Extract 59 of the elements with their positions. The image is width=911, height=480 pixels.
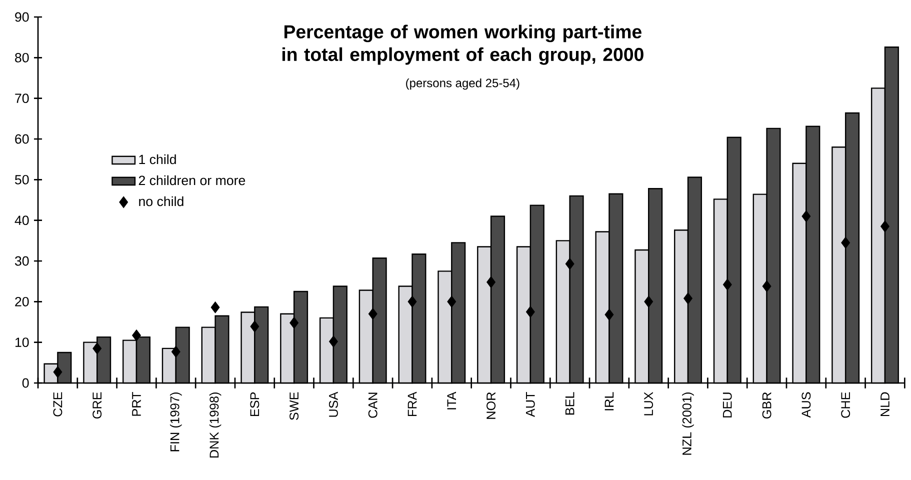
y-tick-label: 40 <box>14 216 29 226</box>
point <box>250 320 260 332</box>
x-tick-label: CAN <box>368 392 378 418</box>
x-tick-label: DNK (1998) <box>209 392 222 458</box>
x-tick-label: PRT <box>132 392 141 416</box>
point <box>526 306 535 318</box>
x-tick-label: CZE <box>53 392 62 416</box>
x-tick-label: FIN (1997) <box>170 392 182 452</box>
legend-label: 2 children or more <box>138 175 246 186</box>
point <box>880 220 890 232</box>
y-tick-label: 70 <box>15 94 29 104</box>
x-tick-label: ESP <box>250 392 260 416</box>
point <box>53 366 62 378</box>
x-tick-label: CHE <box>841 392 850 418</box>
point <box>290 316 299 329</box>
point <box>762 280 772 292</box>
point <box>644 296 654 308</box>
y-tick-label: 30 <box>14 256 29 266</box>
y-tick-label: 80 <box>15 52 29 62</box>
point <box>722 278 732 290</box>
x-tick-label: SWE <box>290 392 299 420</box>
point <box>328 336 338 348</box>
x-tick-label: NZL (2001) <box>682 392 694 455</box>
x-tick-label: FRA <box>408 392 417 416</box>
point <box>447 296 456 308</box>
point <box>408 296 417 308</box>
y-tick-label: 20 <box>15 296 29 306</box>
legend-label: 1 child <box>139 154 176 164</box>
x-tick-label: NOR <box>486 392 496 419</box>
x-tick-label: ITA <box>447 392 456 410</box>
x-tick-label: NLD <box>880 392 890 416</box>
x-tick-label: AUT <box>526 392 535 418</box>
y-tick-label: 60 <box>15 134 29 144</box>
point <box>132 330 141 342</box>
point <box>368 308 378 320</box>
x-tick-label: BEL <box>565 392 574 415</box>
x-tick-label: IRL <box>604 392 614 410</box>
x-tick-label: LUX <box>644 392 654 416</box>
point <box>565 258 574 270</box>
point <box>604 308 614 321</box>
point <box>486 276 496 288</box>
point <box>92 342 102 354</box>
point <box>171 346 180 358</box>
y-tick-label: 10 <box>15 338 29 348</box>
y-tick-label: 90 <box>15 12 29 22</box>
point <box>684 292 692 304</box>
x-tick-label: GRE <box>92 392 102 419</box>
point <box>802 210 811 222</box>
legend-label: no child <box>139 196 184 206</box>
x-tick-label: USA <box>328 392 338 417</box>
point <box>841 236 850 249</box>
x-tick-label: AUS <box>802 392 811 418</box>
text: (persons aged 25-54) <box>406 78 520 90</box>
point <box>210 301 220 314</box>
x-tick-label: DEU <box>722 392 732 418</box>
y-tick-label: 0 <box>22 378 29 388</box>
y-tick-label: 50 <box>15 174 29 184</box>
x-tick-label: GBR <box>762 392 772 419</box>
text: Percentage of women working part-time in total employment of each group, 2000 <box>282 24 644 65</box>
